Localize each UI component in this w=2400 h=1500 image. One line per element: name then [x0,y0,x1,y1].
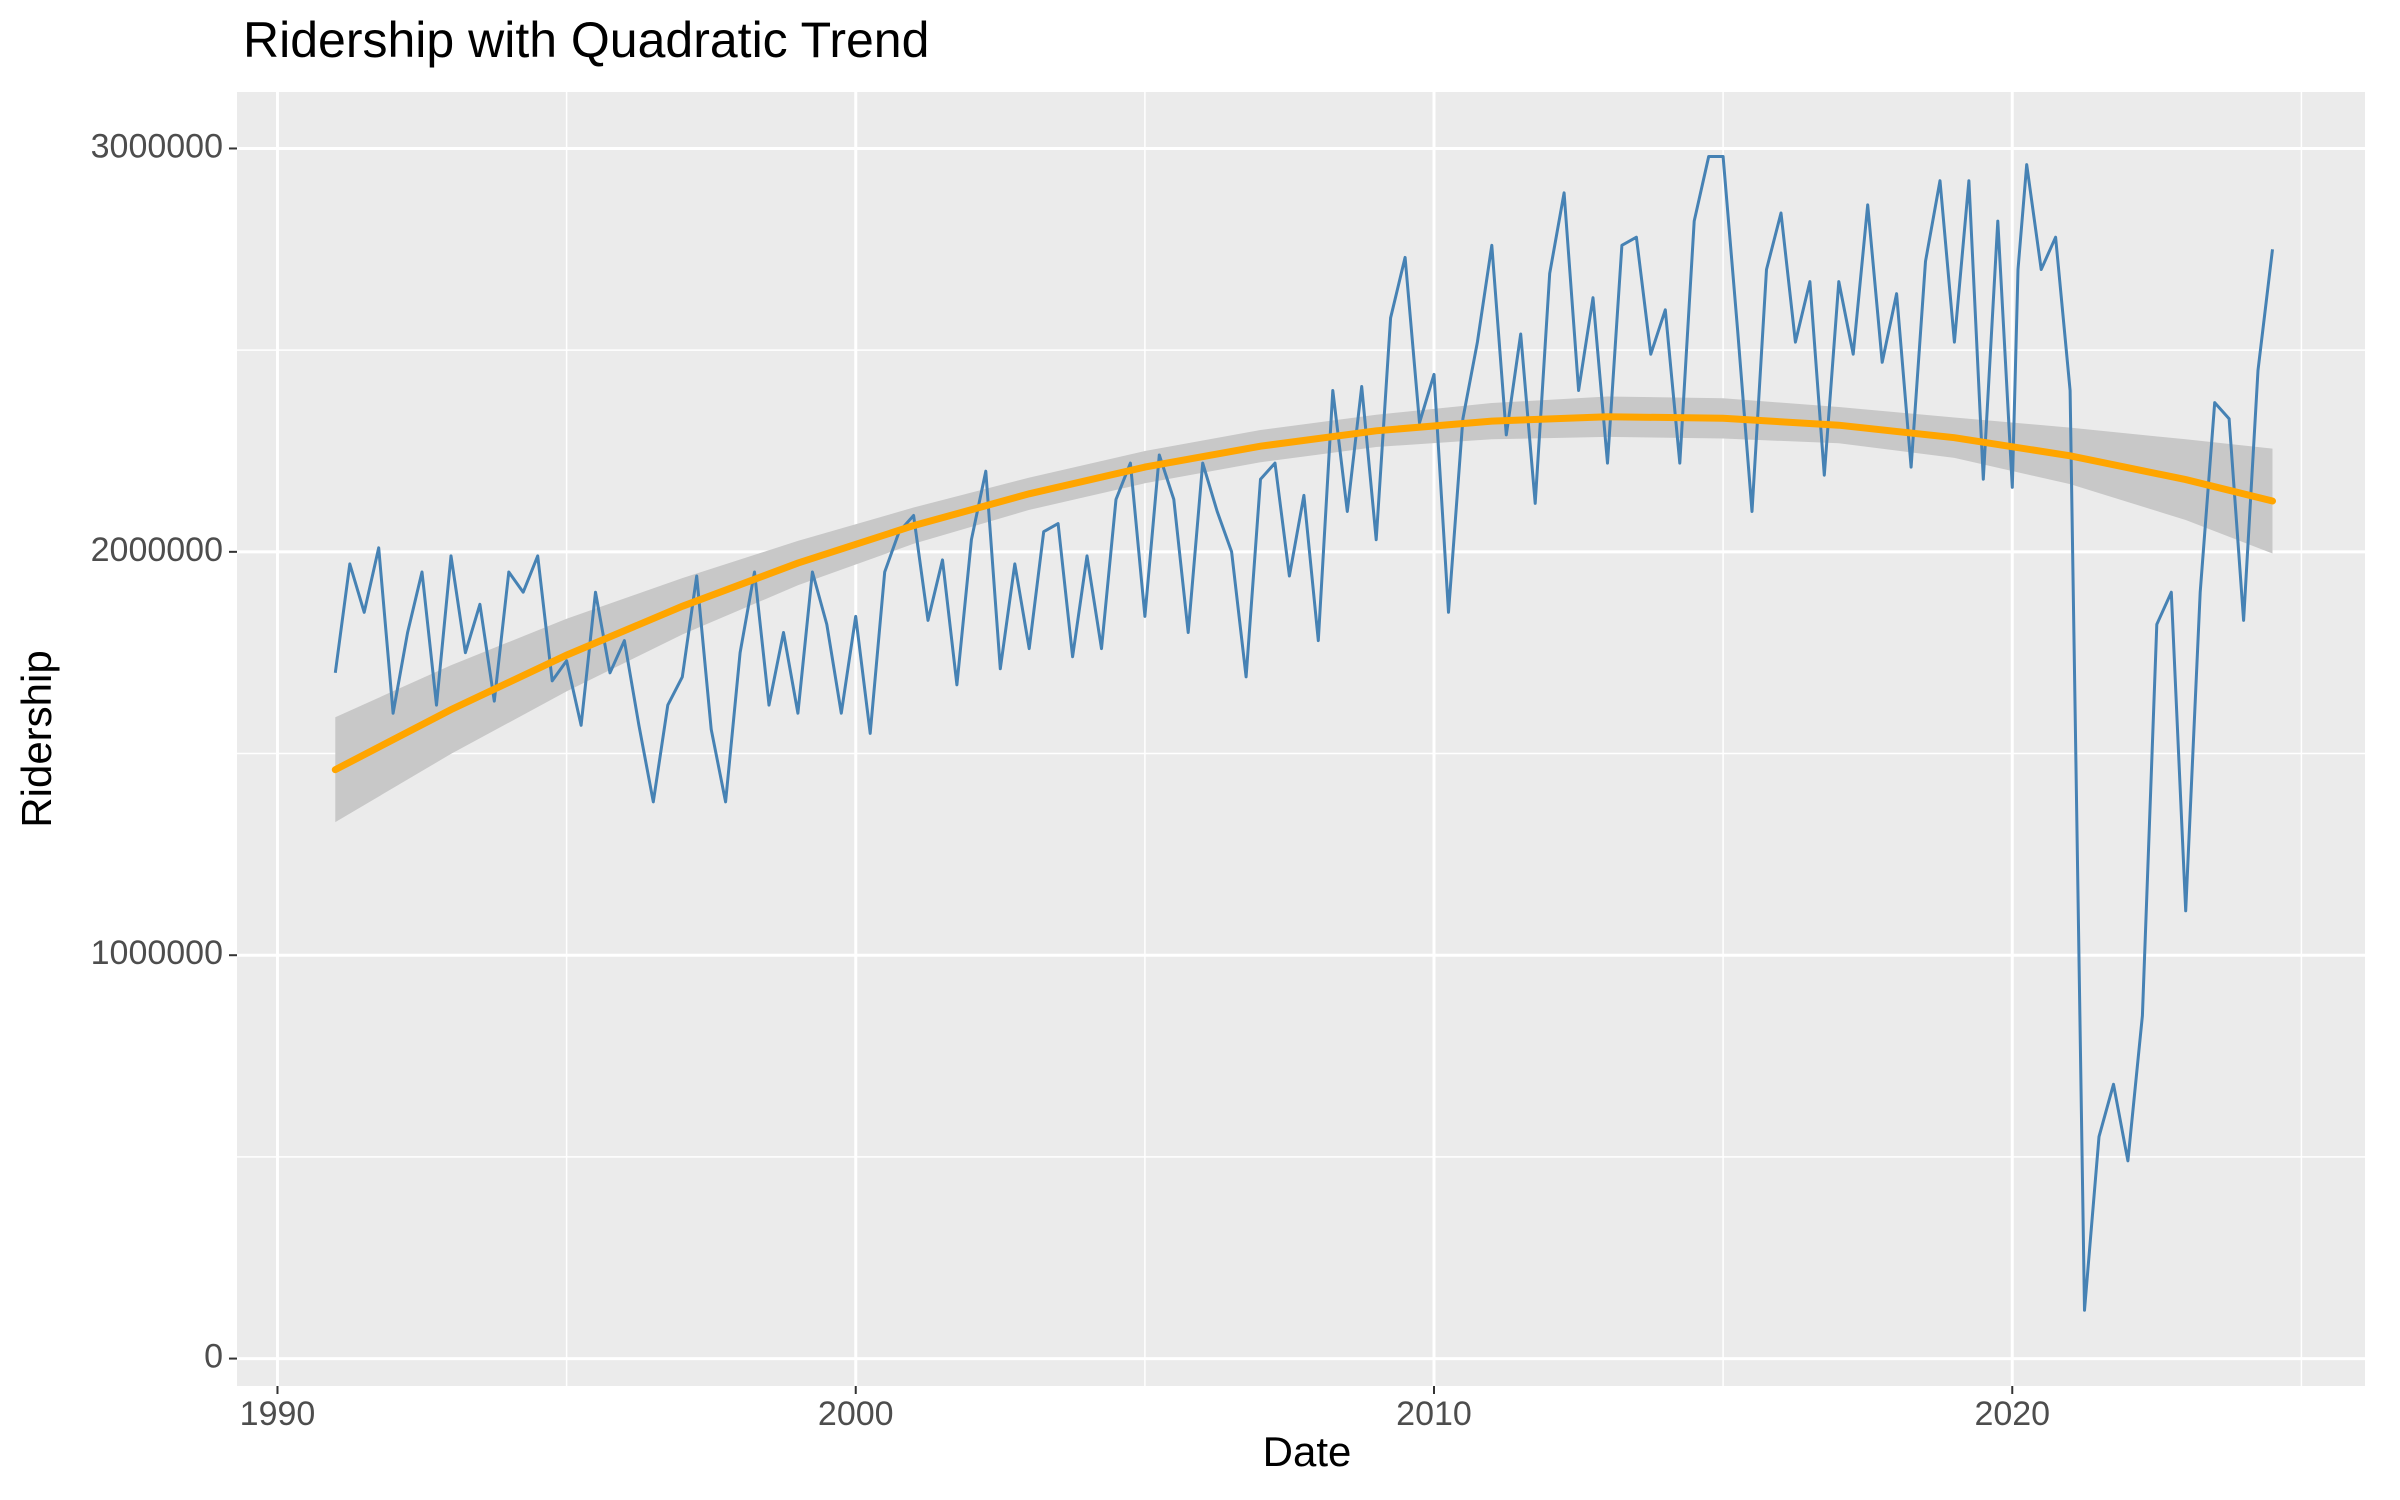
x-tick-label: 2000 [818,1395,894,1433]
plot-panel [237,92,2365,1386]
y-tick-label: 0 [204,1338,223,1376]
y-axis-title: Ridership [13,650,60,827]
confidence-band [335,396,2273,823]
x-tick-label: 2010 [1396,1395,1472,1433]
x-tick-label: 2020 [1974,1395,2050,1433]
y-tick-label: 3000000 [91,127,223,165]
chart-title: Ridership with Quadratic Trend [243,12,929,68]
x-tick-label: 1990 [240,1395,316,1433]
trend-line [331,413,2276,774]
ridership-line [333,155,2274,1312]
y-tick-label: 2000000 [91,531,223,569]
x-axis-title: Date [1263,1428,1352,1475]
y-tick-label: 1000000 [91,934,223,972]
